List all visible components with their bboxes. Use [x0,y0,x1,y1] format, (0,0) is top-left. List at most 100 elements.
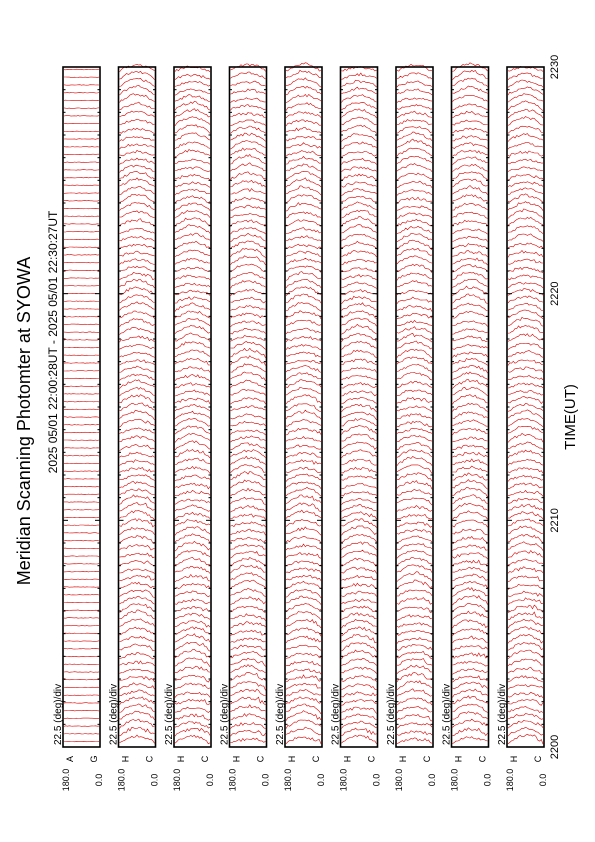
trace-line [63,122,99,125]
trace-line [285,619,322,629]
x-tick-label: 2220 [549,281,561,305]
trace-line [285,69,322,79]
trace-line [396,333,433,343]
trace-line [174,410,211,420]
trace-line [174,449,211,459]
trace-line [341,310,377,320]
trace-line [507,634,544,644]
trace-line [341,549,377,558]
trace-line [452,451,488,458]
trace-line [119,386,155,397]
trace-line [174,88,211,96]
y-tick-label: 180.0 [339,769,349,792]
trace-line [452,69,488,80]
trace-line [230,496,266,505]
trace-line [396,296,433,304]
trace-line [341,466,377,474]
trace-line [230,371,266,382]
trace-line [230,688,266,697]
trace-line [119,710,155,721]
trace-line [452,494,488,505]
trace-line [230,335,266,342]
trace-line [285,227,322,234]
trace-line [507,133,544,142]
trace-line [174,682,211,690]
trace-line [119,560,155,567]
trace-line [230,112,266,118]
trace-line [63,192,100,194]
trace-line [341,557,377,566]
trace-line [230,197,266,203]
trace-line [341,209,377,219]
trace-line [174,257,210,265]
trace-line [396,348,433,359]
trace-line [174,317,211,327]
trace-line [507,425,544,434]
trace-line [230,413,266,420]
trace-line [174,721,211,729]
trace-line [285,452,322,459]
trace-line [452,142,488,149]
trace-line [174,550,211,559]
trace-line [285,219,322,227]
trace-line [230,280,266,289]
trace-line [230,672,266,681]
trace-line [507,590,544,597]
trace-line [119,652,155,660]
panel-3: H C 180.0 0.0 22.5 (deg)/div [164,65,215,791]
trace-line [452,536,488,544]
trace-line [452,587,488,597]
trace-line [396,579,433,590]
trace-line [341,458,377,466]
trace-line [341,574,377,581]
trace-line [507,441,544,450]
trace-line [285,466,322,473]
trace-line [119,258,155,265]
trace-line [285,85,322,96]
trace-line [230,179,266,188]
trace-line [63,99,100,102]
y-tick-label: 180.0 [394,769,404,792]
trace-line [174,116,211,126]
trace-line [230,80,266,87]
trace-line [119,243,155,250]
trace-line [341,124,377,134]
trace-line [452,444,488,450]
trace-line [507,158,543,165]
trace-line [396,521,433,528]
trace-line [341,108,377,119]
trace-line [507,125,544,134]
trace-line [63,547,100,550]
trace-line [396,730,433,736]
x-tick-label: 2210 [549,508,561,532]
y-tick-label: 180.0 [283,769,293,792]
trace-line [507,217,544,226]
trace-line [507,611,544,620]
trace-line [507,534,544,544]
trace-line [452,602,488,613]
trace-line [230,487,266,497]
trace-line [119,351,155,358]
trace-line [63,300,99,302]
panel-frame [506,66,545,748]
trace-line [341,713,377,720]
trace-line [119,236,155,242]
trace-line [119,494,155,505]
trace-line [507,274,544,281]
channel-label: H [398,756,408,763]
trace-line [285,327,322,335]
trace-line [452,487,488,498]
trace-line [397,389,433,396]
trace-line [63,393,100,395]
trace-line [341,612,377,620]
trace-line [63,725,100,727]
trace-line [452,668,488,675]
trace-line [174,141,211,150]
trace-line [285,644,322,651]
trace-line [396,326,433,334]
y-tick-label: 0.0 [483,774,493,787]
trace-line [230,355,266,366]
trace-line [285,535,322,544]
trace-line [341,441,377,450]
trace-line [507,201,544,211]
